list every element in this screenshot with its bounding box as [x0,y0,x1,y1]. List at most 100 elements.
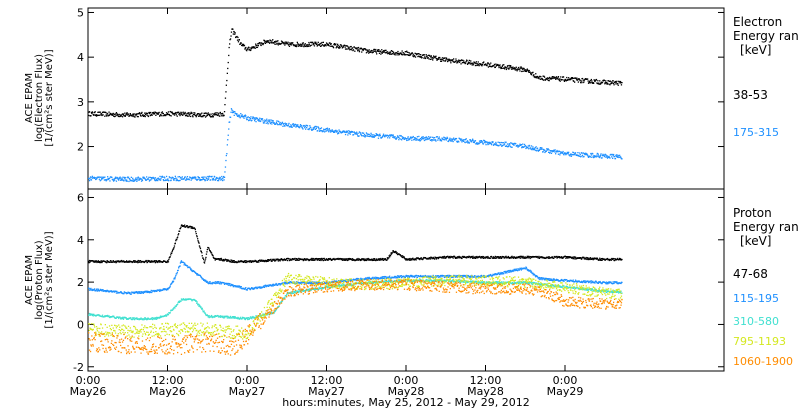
data-point [591,81,593,84]
data-point [469,61,471,64]
data-point [274,43,276,45]
data-point [132,115,134,118]
data-point [472,255,474,257]
data-point [217,282,219,284]
data-point [196,114,198,116]
data-point [236,115,239,117]
data-point [228,317,230,319]
data-point [481,63,483,66]
data-point [470,60,472,62]
data-point [171,252,173,254]
data-point [287,282,290,284]
data-point [318,281,320,283]
data-point [295,126,297,128]
data-point [467,275,470,277]
data-point [403,256,405,258]
data-point [204,280,206,282]
data-point [257,261,259,263]
data-point [575,79,578,81]
data-point [566,79,568,81]
data-point [601,82,604,84]
data-point [207,316,209,318]
data-point [382,50,385,52]
data-point [608,156,611,158]
data-point [280,259,282,261]
data-point [332,46,334,48]
data-point [462,140,464,142]
data-point [376,134,378,136]
data-point [423,54,426,56]
data-point [201,179,203,181]
data-point [499,142,501,144]
data-point [223,317,225,319]
data-point [229,261,232,263]
data-point [290,42,292,45]
data-point [144,112,146,114]
data-point [581,154,584,156]
data-point [189,112,191,115]
data-point [358,51,361,53]
data-point [248,261,250,263]
data-point [200,250,202,253]
data-point [139,318,142,320]
data-point [283,123,285,125]
data-point [125,113,127,115]
data-point [223,282,225,284]
data-point [549,76,551,79]
data-point [589,82,591,84]
data-point [92,260,94,262]
data-point [567,151,569,154]
data-point [556,149,558,152]
data-point [574,256,576,258]
data-point [172,280,175,282]
data-point [248,46,250,48]
data-point [492,141,494,143]
data-point [247,48,249,50]
data-point [244,48,246,50]
data-point [352,49,355,51]
data-point [408,259,410,261]
data-point [551,256,553,258]
data-point [408,54,411,57]
data-point [400,254,402,257]
data-point [394,277,396,279]
data-point [205,280,207,282]
data-point [168,257,170,259]
data-point [194,178,196,180]
data-point [250,260,252,262]
data-point [251,46,253,48]
data-point [508,256,510,259]
data-point [146,112,149,115]
data-point [516,257,518,259]
data-point [158,316,160,318]
data-point [232,284,234,286]
data-point [163,289,165,291]
data-point [340,132,342,134]
data-point [372,259,374,261]
data-point [405,274,407,277]
data-point [490,143,492,145]
data-point [212,177,214,180]
data-point [485,141,487,143]
data-point [276,41,278,43]
data-point [544,151,546,154]
data-point [492,257,494,259]
data-point [241,260,243,262]
data-point [89,314,92,316]
data-point [285,43,287,45]
data-point [98,114,100,116]
data-point [139,178,141,180]
data-point [616,154,618,156]
data-point [397,276,399,279]
data-point [311,282,313,285]
data-point [471,62,473,64]
data-point [243,260,246,263]
data-point [471,256,473,258]
data-point [114,260,117,262]
data-point [316,43,318,45]
data-point [186,114,188,116]
data-point [600,153,602,155]
data-point [284,44,286,46]
data-point [281,121,284,123]
data-point [171,111,173,113]
